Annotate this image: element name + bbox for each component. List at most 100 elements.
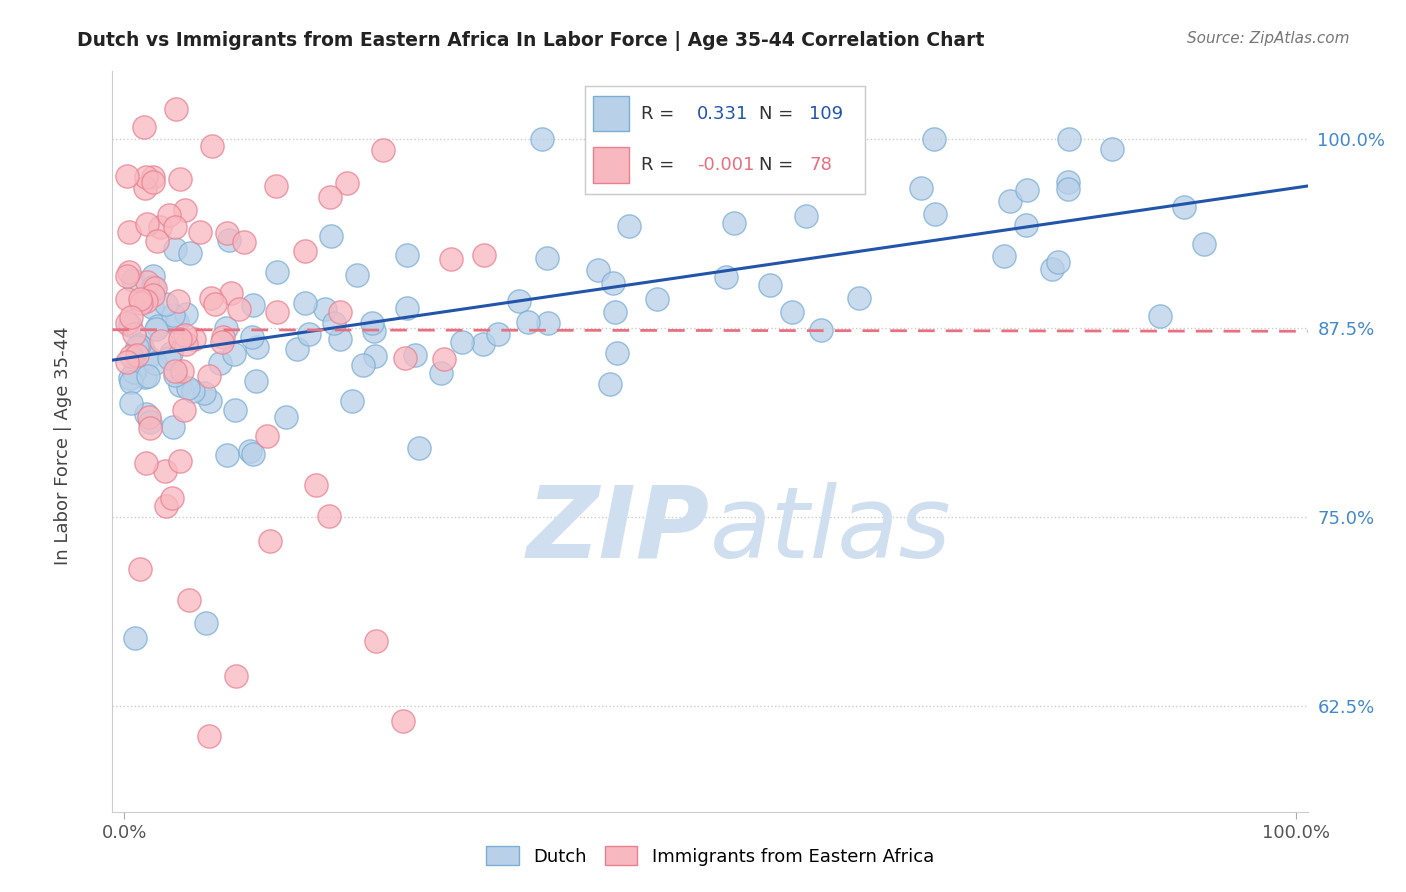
Point [136,350,159,364]
Point [118,225,141,239]
Point [146,319,169,334]
Point [183,384,205,399]
Point [135,407,157,421]
Point [145,321,167,335]
Point [323,317,346,331]
Point [174,328,197,343]
Point [228,301,250,316]
Point [173,402,195,417]
Point [218,233,240,247]
Point [613,148,636,162]
Point [139,421,162,435]
Point [129,295,152,310]
Point [138,409,160,424]
Point [329,332,352,346]
Point [361,317,384,331]
Point [508,293,530,308]
Point [586,263,609,277]
Point [143,356,166,370]
Point [169,454,191,468]
Point [142,170,165,185]
Point [619,219,641,233]
Point [124,326,146,341]
Point [153,464,176,478]
Point [1057,132,1080,146]
Point [246,340,269,354]
Point [796,209,818,223]
Point [165,368,187,382]
Point [142,287,165,301]
Point [139,416,162,430]
Point [395,301,418,315]
Point [314,302,336,317]
Point [135,456,157,470]
Point [172,364,194,378]
Point [215,321,238,335]
Point [396,248,419,262]
Point [166,315,188,329]
Legend: Dutch, Immigrants from Eastern Africa: Dutch, Immigrants from Eastern Africa [486,846,934,865]
Point [606,346,628,360]
Point [120,370,141,384]
Point [169,378,191,392]
Point [430,367,453,381]
Point [714,270,737,285]
Point [194,615,217,630]
Point [209,355,232,369]
Point [392,714,415,728]
Point [142,175,165,189]
Point [298,326,321,341]
Point [266,179,288,194]
Point [166,293,188,308]
Point [120,310,142,324]
Point [159,346,181,360]
Point [371,143,394,157]
Point [128,338,150,352]
Point [155,499,177,513]
Point [132,120,155,135]
Point [697,156,720,170]
Point [143,281,166,295]
Point [129,292,152,306]
Point [135,169,157,184]
Point [723,217,745,231]
Point [163,220,186,235]
Point [115,316,138,330]
Point [810,323,832,337]
Point [259,534,281,549]
Point [294,244,316,259]
Point [129,562,152,576]
Point [1149,309,1171,323]
Point [163,364,186,378]
Point [135,275,157,289]
Point [336,176,359,190]
Point [169,172,191,186]
Point [910,181,932,195]
Point [115,169,138,183]
Point [160,491,183,506]
Point [329,304,352,318]
Text: ZIP: ZIP [527,482,710,579]
Point [240,329,263,343]
Point [242,297,264,311]
Point [233,235,256,249]
Point [177,593,200,607]
Point [115,268,138,283]
Point [127,341,149,355]
Point [363,324,385,338]
Point [993,249,1015,263]
Point [318,509,340,524]
Point [225,669,247,683]
Point [285,342,308,356]
Point [472,248,495,262]
Point [162,420,184,434]
Point [321,229,343,244]
Point [1015,219,1038,233]
Point [1101,142,1123,156]
Point [537,316,560,330]
Point [536,251,558,265]
Point [599,376,621,391]
Point [408,441,430,455]
Point [219,285,242,300]
Point [531,132,554,146]
